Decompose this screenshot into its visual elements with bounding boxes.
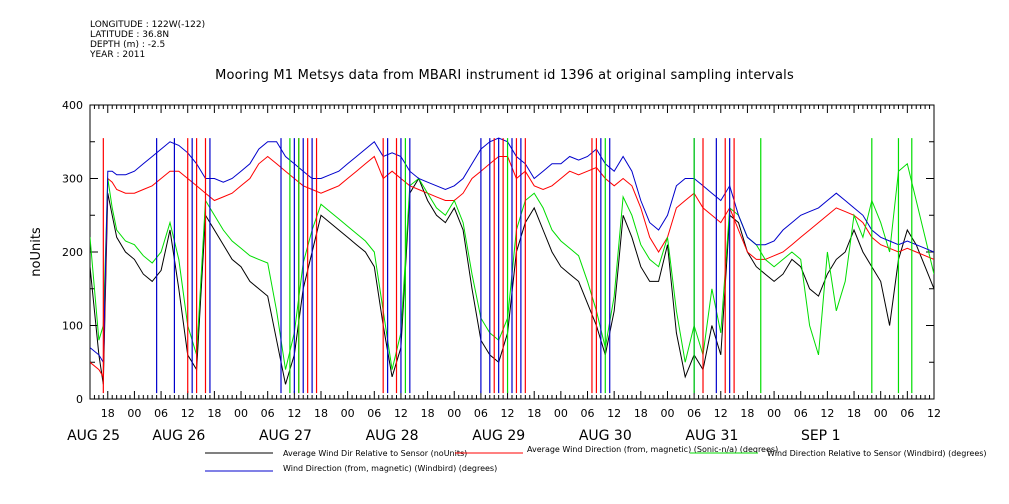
y-tick-label: 400 xyxy=(62,99,83,112)
date-label: AUG 31 xyxy=(685,428,738,444)
x-tick-label: 06 xyxy=(581,407,595,420)
x-tick-label: 18 xyxy=(421,407,435,420)
date-label: SEP 1 xyxy=(801,428,841,444)
y-tick-label: 100 xyxy=(62,320,83,333)
x-tick-label: 12 xyxy=(501,407,515,420)
date-label: AUG 28 xyxy=(366,428,419,444)
x-tick-label: 12 xyxy=(607,407,621,420)
year-text: YEAR : 2011 xyxy=(90,50,146,60)
x-tick-label: 18 xyxy=(740,407,754,420)
y-axis-label: noUnits xyxy=(29,227,44,277)
x-tick-label: 18 xyxy=(101,407,115,420)
metadata-block: LONGITUDE : 122W(-122) LATITUDE : 36.8N … xyxy=(90,20,205,60)
date-label: AUG 30 xyxy=(579,428,632,444)
x-tick-label: 06 xyxy=(154,407,168,420)
x-tick-label: 12 xyxy=(181,407,195,420)
x-tick-label: 06 xyxy=(474,407,488,420)
x-tick-label: 18 xyxy=(314,407,328,420)
x-tick-label: 12 xyxy=(394,407,408,420)
x-tick-label: 18 xyxy=(527,407,541,420)
x-tick-label: 18 xyxy=(207,407,221,420)
y-tick-label: 300 xyxy=(62,173,83,186)
x-tick-label: 00 xyxy=(447,407,461,420)
x-tick-label: 00 xyxy=(234,407,248,420)
x-tick-label: 06 xyxy=(367,407,381,420)
x-tick-label: 12 xyxy=(927,407,941,420)
date-label: AUG 25 xyxy=(67,428,120,444)
legend-label-2: Average Wind Direction (from, magnetic) … xyxy=(527,445,778,454)
x-tick-label: 00 xyxy=(127,407,141,420)
chart-title: Mooring M1 Metsys data from MBARI instru… xyxy=(215,68,794,83)
x-tick-label: 06 xyxy=(900,407,914,420)
legend-label-4: Wind Direction (from, magnetic) (Windbir… xyxy=(283,464,497,473)
x-tick-label: 12 xyxy=(714,407,728,420)
x-tick-label: 12 xyxy=(287,407,301,420)
legend-label-1: Average Wind Dir Relative to Sensor (noU… xyxy=(283,449,467,458)
legend-label-3: Wind Direction Relative to Sensor (Windb… xyxy=(767,449,987,458)
x-tick-label: 00 xyxy=(554,407,568,420)
longitude-text: LONGITUDE : 122W(-122) xyxy=(90,20,206,30)
date-label: AUG 26 xyxy=(152,428,205,444)
x-tick-label: 00 xyxy=(874,407,888,420)
x-tick-label: 18 xyxy=(634,407,648,420)
date-label: AUG 29 xyxy=(472,428,525,444)
date-label: AUG 27 xyxy=(259,428,312,444)
x-tick-label: 18 xyxy=(847,407,861,420)
y-tick-label: 200 xyxy=(62,246,83,259)
latitude-text: LATITUDE : 36.8N xyxy=(90,30,170,40)
x-tick-label: 00 xyxy=(767,407,781,420)
x-tick-label: 06 xyxy=(261,407,275,420)
y-tick-label: 0 xyxy=(76,393,83,406)
x-tick-label: 06 xyxy=(687,407,701,420)
depth-text: DEPTH (m) : -2.5 xyxy=(90,40,166,50)
x-tick-label: 00 xyxy=(341,407,355,420)
x-tick-label: 00 xyxy=(660,407,674,420)
x-tick-label: 12 xyxy=(820,407,834,420)
x-tick-label: 06 xyxy=(794,407,808,420)
